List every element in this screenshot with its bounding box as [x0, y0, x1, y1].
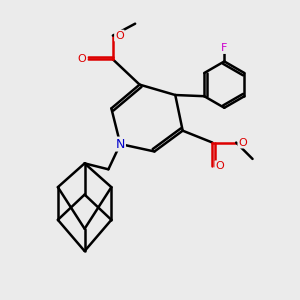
Text: O: O [115, 31, 124, 40]
Text: N: N [116, 138, 125, 151]
Text: F: F [221, 43, 227, 53]
Text: O: O [215, 161, 224, 171]
Text: O: O [78, 54, 87, 64]
Text: O: O [238, 138, 247, 148]
